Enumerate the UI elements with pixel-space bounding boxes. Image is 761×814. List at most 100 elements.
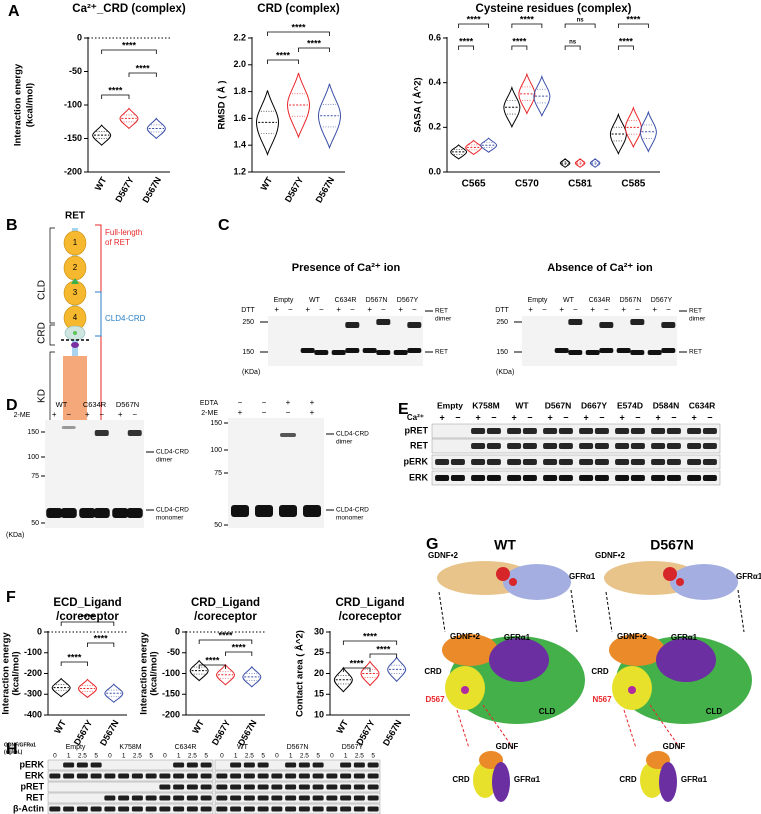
significance-bracket xyxy=(60,661,88,666)
y-tick-label: -400 xyxy=(24,709,42,719)
structure-title: WT xyxy=(494,537,516,553)
sign: + xyxy=(559,305,564,314)
band xyxy=(93,508,110,518)
band xyxy=(630,475,645,481)
band xyxy=(543,459,558,465)
x-tick-label: WT xyxy=(52,718,68,736)
concentration: 2.5 xyxy=(78,753,87,760)
violin xyxy=(639,110,657,153)
band xyxy=(145,806,157,812)
label: GFRα1 xyxy=(681,775,708,784)
significance-bracket xyxy=(617,23,649,28)
marker: 150 xyxy=(496,349,508,356)
violin xyxy=(51,677,71,698)
band xyxy=(666,443,681,449)
band xyxy=(49,806,61,812)
label: CLD4-CRD xyxy=(105,314,146,323)
sign: − xyxy=(381,305,386,314)
y-axis-label: Contact area ( Å^2) xyxy=(295,630,306,717)
panel-letter: A xyxy=(8,3,20,20)
band xyxy=(131,806,143,812)
lane-label: D584N xyxy=(653,400,679,410)
band xyxy=(702,428,717,434)
row-label: ERK xyxy=(409,472,429,482)
band xyxy=(312,795,324,801)
band xyxy=(345,322,360,328)
sign: − xyxy=(288,305,293,314)
y-tick-label: 10 xyxy=(314,709,324,719)
band xyxy=(173,773,185,779)
band xyxy=(230,806,242,812)
band xyxy=(661,322,676,328)
zoom-line xyxy=(482,704,514,749)
significance-bracket xyxy=(60,621,115,626)
band xyxy=(257,762,269,768)
gfra1-surface xyxy=(489,638,549,682)
panel-letter: F xyxy=(6,589,16,606)
y-tick-label: 1.8 xyxy=(233,86,246,96)
significance-bracket xyxy=(564,23,596,28)
band xyxy=(312,784,324,790)
concentration: 0 xyxy=(275,753,279,760)
y-axis-label: (kcal/mol) xyxy=(11,651,22,695)
blot-title: Presence of Ca²⁺ ion xyxy=(292,262,401,274)
label: GDNF•2 xyxy=(450,632,480,641)
row-label: EDTA xyxy=(200,400,218,407)
violin xyxy=(480,137,498,153)
x-tick-label: D567N xyxy=(381,718,404,747)
band xyxy=(118,806,130,812)
sign: − xyxy=(542,305,547,314)
band xyxy=(298,784,310,790)
label: D567 xyxy=(425,695,445,704)
band xyxy=(257,784,269,790)
band xyxy=(118,795,130,801)
y-tick-label: -50 xyxy=(167,647,180,657)
concentration: 1 xyxy=(177,753,181,760)
concentration: 0 xyxy=(53,753,57,760)
band xyxy=(230,795,242,801)
band xyxy=(579,459,594,465)
crd-surface xyxy=(640,762,664,798)
row-label: pERK xyxy=(404,456,429,466)
row-label: Ca²⁺ xyxy=(407,413,424,422)
concentration: 2.5 xyxy=(300,753,309,760)
band xyxy=(159,795,171,801)
band xyxy=(630,443,645,449)
significance-bracket xyxy=(511,45,528,50)
band xyxy=(651,428,666,434)
band xyxy=(666,475,681,481)
concentration: 0 xyxy=(330,753,334,760)
violin xyxy=(255,88,280,156)
significance-bracket xyxy=(101,49,157,54)
band-label: monomer xyxy=(336,515,364,522)
band xyxy=(76,773,88,779)
y-tick-label: 20 xyxy=(314,668,324,678)
blot-title: Absence of Ca²⁺ ion xyxy=(547,262,653,274)
band xyxy=(594,428,609,434)
sign: + xyxy=(286,398,291,407)
label: CLD xyxy=(539,707,556,716)
sign: + xyxy=(528,305,533,314)
band xyxy=(543,428,558,434)
concentration: 0 xyxy=(108,753,112,760)
concentration: 1 xyxy=(67,753,71,760)
lane-label: C634R xyxy=(689,400,715,410)
group-label: K758M xyxy=(119,744,141,751)
x-tick-label: C570 xyxy=(515,179,539,190)
significance-bracket xyxy=(198,639,253,644)
band xyxy=(687,428,702,434)
band xyxy=(367,806,379,812)
band xyxy=(257,806,269,812)
label: CLD xyxy=(706,707,723,716)
panel-letter: B xyxy=(6,217,18,234)
sign: − xyxy=(350,305,355,314)
blot xyxy=(431,438,721,454)
band xyxy=(257,795,269,801)
band xyxy=(312,806,324,812)
band xyxy=(243,773,255,779)
significance-bracket xyxy=(564,45,581,50)
violin xyxy=(450,144,468,160)
violin xyxy=(189,659,209,682)
band xyxy=(367,795,379,801)
sign: + xyxy=(367,305,372,314)
